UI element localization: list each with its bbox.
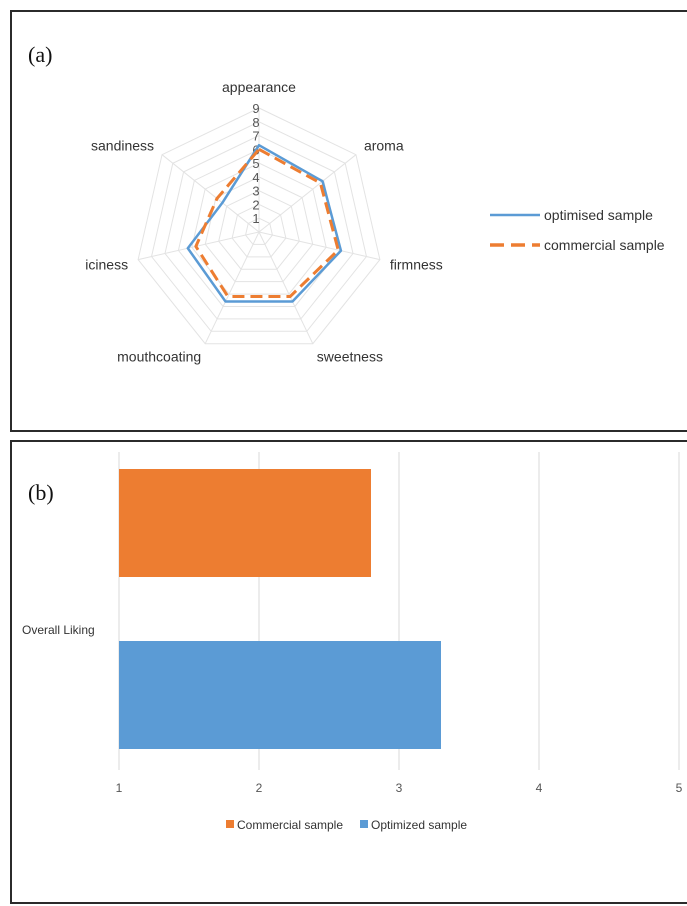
radar-series-0 [186,143,343,303]
radar-tick-label: 8 [252,115,259,130]
radar-spoke [258,231,314,344]
radar-axis-label: aroma [364,138,404,154]
bar-xtick-label: 1 [116,781,123,795]
radar-tick-label: 2 [252,197,259,212]
bar-chart: 1 2 3 4 5 Overall Liking Commercial sample Opti… [22,452,683,832]
radar-grid-ring [164,135,354,320]
radar-axis-label: iciness [85,257,128,273]
radar-spoke [258,231,381,261]
bar-xtick-label: 5 [676,781,683,795]
radar-grid-ring [151,121,367,332]
radar-spoke [258,154,357,233]
radar-axis-label: sweetness [317,349,383,365]
radar-tick-label: 1 [252,211,259,226]
radar-tick-label: 5 [252,156,259,171]
panel-label-a: (a) [28,42,53,67]
radar-grid-ring [231,203,287,258]
bar-1 [119,641,441,749]
legend-label-b-1: Optimized sample [371,818,467,832]
bar-xtick-label: 2 [256,781,263,795]
bar-category-label: Overall Liking [22,623,95,637]
radar-spoke [137,231,260,261]
radar-chart: 123456789appearancearomafirmnesssweetnes… [85,79,665,365]
legend-label-a-0: optimised sample [544,207,653,223]
radar-axis-label: appearance [222,79,296,95]
bar-xtick-label: 3 [396,781,403,795]
radar-panel: (a) 1 2 3 4 5 6 7 8 9 appearance aroma firmness swee… [10,10,687,432]
legend-swatch-b-0 [226,820,234,828]
radar-grid-ring [204,176,314,283]
radar-axis-label: firmness [390,257,443,273]
bar-0 [119,469,371,577]
radar-axis-label: mouthcoating [117,349,201,365]
radar-grid-ring [245,217,273,245]
radar-series-1 [194,147,340,299]
legend-label-a-1: commercial sample [544,237,665,253]
radar-tick-label: 4 [252,170,259,185]
radar-grid-ring [137,107,381,345]
radar-spoke [161,154,260,233]
radar-tick-label: 3 [252,184,259,199]
radar-spoke [204,231,260,344]
radar-axis-label: sandiness [91,138,154,154]
legend-label-b-0: Commercial sample [237,818,343,832]
radar-grid-ring [218,190,300,270]
radar-tick-label: 7 [252,129,259,144]
radar-grid-ring [191,162,327,295]
radar-tick-label: 9 [252,101,259,116]
legend-swatch-b-1 [360,820,368,828]
bar-panel: (b) 1 2 3 4 5 Overall Liking Commercial sample… [10,440,687,904]
bar-xtick-label: 4 [536,781,543,795]
panel-label-b: (b) [28,480,54,505]
